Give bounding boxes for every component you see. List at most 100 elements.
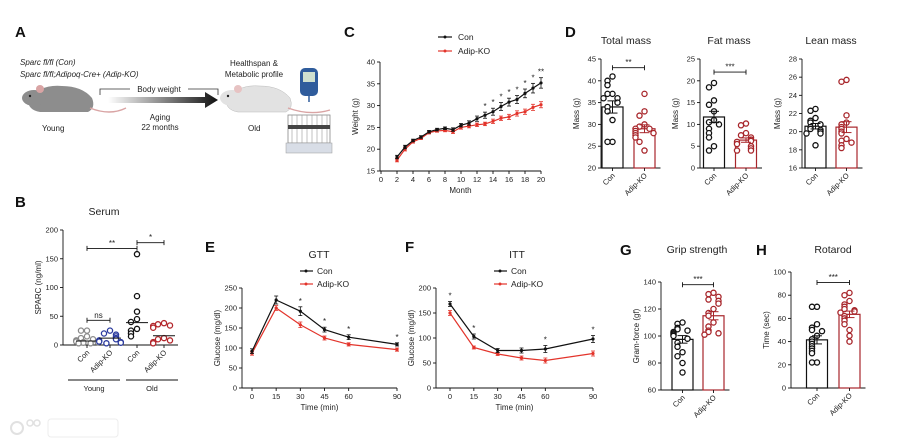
y-tick-label: 15 xyxy=(687,98,695,107)
data-point xyxy=(705,84,713,91)
x-tick-label: 30 xyxy=(493,392,501,401)
bar-con xyxy=(601,106,624,169)
data-point xyxy=(467,121,471,125)
x-tick-label: Con xyxy=(671,393,687,409)
y-tick-label: 50 xyxy=(229,364,237,373)
data-point xyxy=(843,112,850,119)
x-tick-label: 18 xyxy=(521,175,529,184)
data-point xyxy=(650,129,657,137)
y-axis-label: SPARC (ng/ml) xyxy=(34,260,43,314)
data-point xyxy=(733,147,741,154)
x-tick-label: Adip-KO xyxy=(88,348,115,375)
significance-label: ns xyxy=(94,311,102,320)
data-point xyxy=(106,327,114,334)
data-point xyxy=(403,145,407,149)
data-point xyxy=(817,130,824,137)
x-tick-label: 0 xyxy=(379,175,383,184)
y-axis-label: Glucose (mg/dl) xyxy=(213,309,222,366)
data-point xyxy=(846,297,853,305)
x-tick-label: 60 xyxy=(541,392,549,401)
significance-star: * xyxy=(499,93,502,102)
panel-label-d: D xyxy=(565,24,576,41)
data-point xyxy=(395,158,399,162)
x-tick-label: Con xyxy=(125,348,141,364)
significance-label: ** xyxy=(625,58,631,67)
data-point xyxy=(710,305,717,313)
data-point xyxy=(747,147,755,154)
data-point xyxy=(604,90,611,98)
chart-d2: 0 5 10 15 20 25 Mass (g) Fat mass Con Adip-KO *** xyxy=(671,35,762,197)
series-line-adip-ko xyxy=(396,104,542,161)
x-tick-label: Con xyxy=(601,171,617,187)
series-line-con xyxy=(396,82,542,158)
data-point xyxy=(846,338,853,345)
significance-label: *** xyxy=(725,63,734,72)
data-point xyxy=(841,291,848,299)
data-point xyxy=(531,105,535,109)
data-point xyxy=(133,325,141,333)
x-tick-label: 16 xyxy=(505,175,513,184)
data-point xyxy=(499,104,503,109)
y-tick-label: 30 xyxy=(588,120,596,129)
data-point xyxy=(710,79,718,87)
y-tick-label: 0 xyxy=(782,384,786,393)
y-tick-label: 80 xyxy=(648,359,656,368)
data-point xyxy=(684,327,691,334)
significance-star: * xyxy=(299,297,302,306)
y-axis-label: Weight (g) xyxy=(351,98,360,135)
data-point xyxy=(347,335,351,339)
data-point xyxy=(737,132,745,139)
y-tick-label: 10 xyxy=(687,120,695,129)
data-point xyxy=(701,331,708,338)
data-point xyxy=(483,122,487,126)
data-point xyxy=(83,333,91,340)
x-tick-label: 15 xyxy=(272,392,280,401)
data-point xyxy=(519,348,524,353)
data-point xyxy=(813,320,821,328)
significance-star: * xyxy=(507,88,510,97)
data-point xyxy=(609,116,616,124)
x-tick-label: 90 xyxy=(393,392,401,401)
chart-d3: 16 18 20 22 24 26 28 Mass (g) Lean mass Con Adip-K… xyxy=(773,35,863,197)
data-point xyxy=(419,135,423,139)
panel-label-c: C xyxy=(344,24,355,41)
data-point xyxy=(160,319,168,327)
x-tick-label: 12 xyxy=(473,175,481,184)
data-point xyxy=(133,250,141,258)
data-point xyxy=(674,343,681,351)
data-point xyxy=(496,352,500,356)
data-point xyxy=(837,309,844,316)
panel-label-f: F xyxy=(405,239,414,256)
data-point xyxy=(507,115,511,119)
chart-e: 0 50 100 150 200 250 Glucose (mg/dl) GTT 0 15 30 45… xyxy=(213,249,401,412)
data-point xyxy=(491,119,495,123)
x-tick-label: 45 xyxy=(517,392,525,401)
data-point xyxy=(77,327,85,334)
significance-star: * xyxy=(491,98,494,107)
y-tick-label: 250 xyxy=(224,284,237,293)
x-tick-label: 8 xyxy=(443,175,447,184)
aging-label: Aging xyxy=(150,113,170,122)
data-point xyxy=(817,121,824,128)
data-point xyxy=(848,139,855,146)
chart-title: Grip strength xyxy=(667,244,728,256)
data-point xyxy=(472,334,476,339)
y-tick-label: 150 xyxy=(418,309,431,318)
data-point xyxy=(543,358,547,363)
data-point xyxy=(395,342,399,346)
y-tick-label: 45 xyxy=(588,55,596,64)
y-axis-label: Mass (g) xyxy=(572,98,581,129)
data-point xyxy=(591,351,595,356)
old-label: Old xyxy=(248,124,260,133)
data-point xyxy=(710,97,718,104)
data-point xyxy=(531,86,535,90)
y-tick-label: 200 xyxy=(45,226,58,235)
data-point xyxy=(591,337,595,341)
significance-star: * xyxy=(544,336,547,345)
chart-title: Rotarod xyxy=(814,244,852,256)
data-point xyxy=(705,290,712,298)
x-axis-label: Time (min) xyxy=(496,403,534,412)
x-tick-label: 30 xyxy=(296,392,304,401)
metabolic-profile-label: Metabolic profile xyxy=(225,70,284,79)
